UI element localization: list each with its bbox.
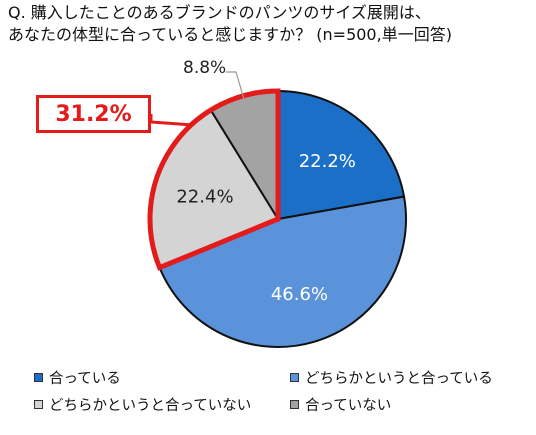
data-label-fit: 22.2%: [299, 151, 356, 172]
leader-line: [226, 71, 245, 100]
slice-somewhat-fit: [158, 195, 407, 348]
highlight-outline: [147, 88, 281, 271]
highlight-callout: 31.2%: [36, 95, 151, 133]
data-label-somewhat-not-fit: 22.4%: [176, 186, 233, 207]
highlight-callout-label: 31.2%: [55, 101, 132, 127]
data-label-somewhat-fit: 46.6%: [271, 284, 328, 305]
chart-title-line-1: Q. 購入したことのあるブランドのパンツのサイズ展開は、: [8, 3, 431, 22]
data-label-not-fitting: 8.8%: [183, 58, 227, 78]
chart-title-line-2: あなたの体型に合っていると感じますか？ (n=500,単一回答): [8, 25, 452, 44]
slice-fit: [277, 89, 406, 221]
highlight-connector: [149, 114, 192, 127]
chart-title: Q. 購入したことのあるブランドのパンツのサイズ展開は、 あなたの体型に合ってい…: [8, 2, 532, 46]
